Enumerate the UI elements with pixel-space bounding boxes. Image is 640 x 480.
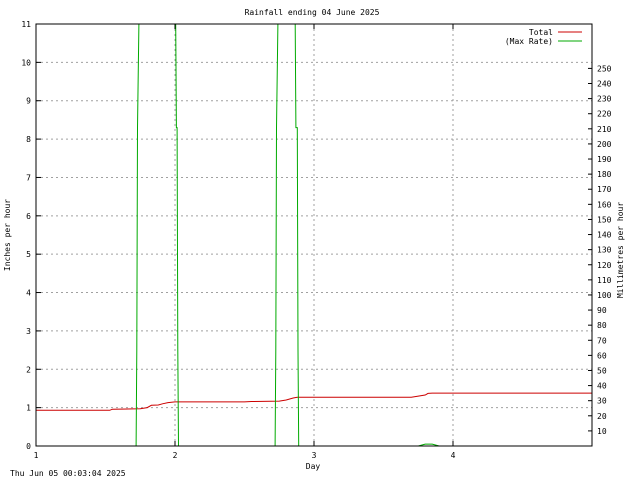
y2-tick-label: 50 (597, 366, 607, 375)
x-axis-label: Day (306, 462, 321, 471)
y-tick-label: 7 (26, 173, 31, 182)
y2-tick-label: 40 (597, 382, 607, 391)
x-axis-ticks: 1 2 3 4 (34, 24, 456, 460)
y2-tick-label: 60 (597, 351, 607, 360)
y-tick-label: 3 (26, 327, 31, 336)
legend: Total (Max Rate) (505, 28, 582, 46)
y2-tick-label: 220 (597, 110, 612, 119)
y-tick-label: 4 (26, 289, 31, 298)
x-tick-label: 2 (173, 451, 178, 460)
y-tick-label: 5 (26, 250, 31, 259)
series-line-total (36, 392, 592, 411)
y2-tick-label: 80 (597, 321, 607, 330)
x-tick-label: 1 (34, 451, 39, 460)
y2-axis-label: Millimetres per hour (616, 202, 625, 299)
y-axis-label: Inches per hour (3, 199, 12, 271)
y2-tick-label: 140 (597, 231, 612, 240)
y2-tick-label: 100 (597, 291, 612, 300)
y2-tick-label: 90 (597, 306, 607, 315)
y-tick-label: 2 (26, 365, 31, 374)
y-tick-label: 10 (21, 58, 31, 67)
y-tick-label: 0 (26, 442, 31, 451)
y-tick-label: 9 (26, 97, 31, 106)
x-tick-label: 4 (451, 451, 456, 460)
y2-tick-label: 210 (597, 125, 612, 134)
x-tick-label: 3 (312, 451, 317, 460)
y2-tick-label: 120 (597, 261, 612, 270)
y2-tick-label: 160 (597, 200, 612, 209)
legend-label-total: Total (529, 28, 553, 37)
y2-tick-label: 250 (597, 64, 612, 73)
y2-tick-label: 200 (597, 140, 612, 149)
y-axis-ticks: 0 1 2 3 4 5 6 7 8 9 10 11 (21, 20, 41, 451)
y2-tick-label: 180 (597, 170, 612, 179)
y2-tick-label: 70 (597, 336, 607, 345)
chart-title: Rainfall ending 04 June 2025 (245, 8, 380, 17)
y-tick-label: 1 (26, 404, 31, 413)
y2-tick-label: 190 (597, 155, 612, 164)
y-tick-label: 6 (26, 212, 31, 221)
y2-tick-label: 230 (597, 95, 612, 104)
grid-lines (36, 24, 592, 446)
generated-timestamp: Thu Jun 05 00:03:04 2025 (10, 469, 126, 478)
legend-label-max-rate: (Max Rate) (505, 37, 553, 46)
y2-tick-label: 240 (597, 80, 612, 89)
y2-tick-label: 30 (597, 397, 607, 406)
y-tick-label: 11 (21, 20, 31, 29)
y2-tick-label: 10 (597, 427, 607, 436)
y-tick-label: 8 (26, 135, 31, 144)
y2-tick-label: 20 (597, 412, 607, 421)
y2-tick-label: 110 (597, 276, 612, 285)
y2-axis-ticks: 10 20 30 40 50 60 70 80 90 100 110 120 130 140 150 160 1… (588, 64, 612, 436)
y2-tick-label: 150 (597, 215, 612, 224)
y2-tick-label: 170 (597, 185, 612, 194)
y2-tick-label: 130 (597, 246, 612, 255)
